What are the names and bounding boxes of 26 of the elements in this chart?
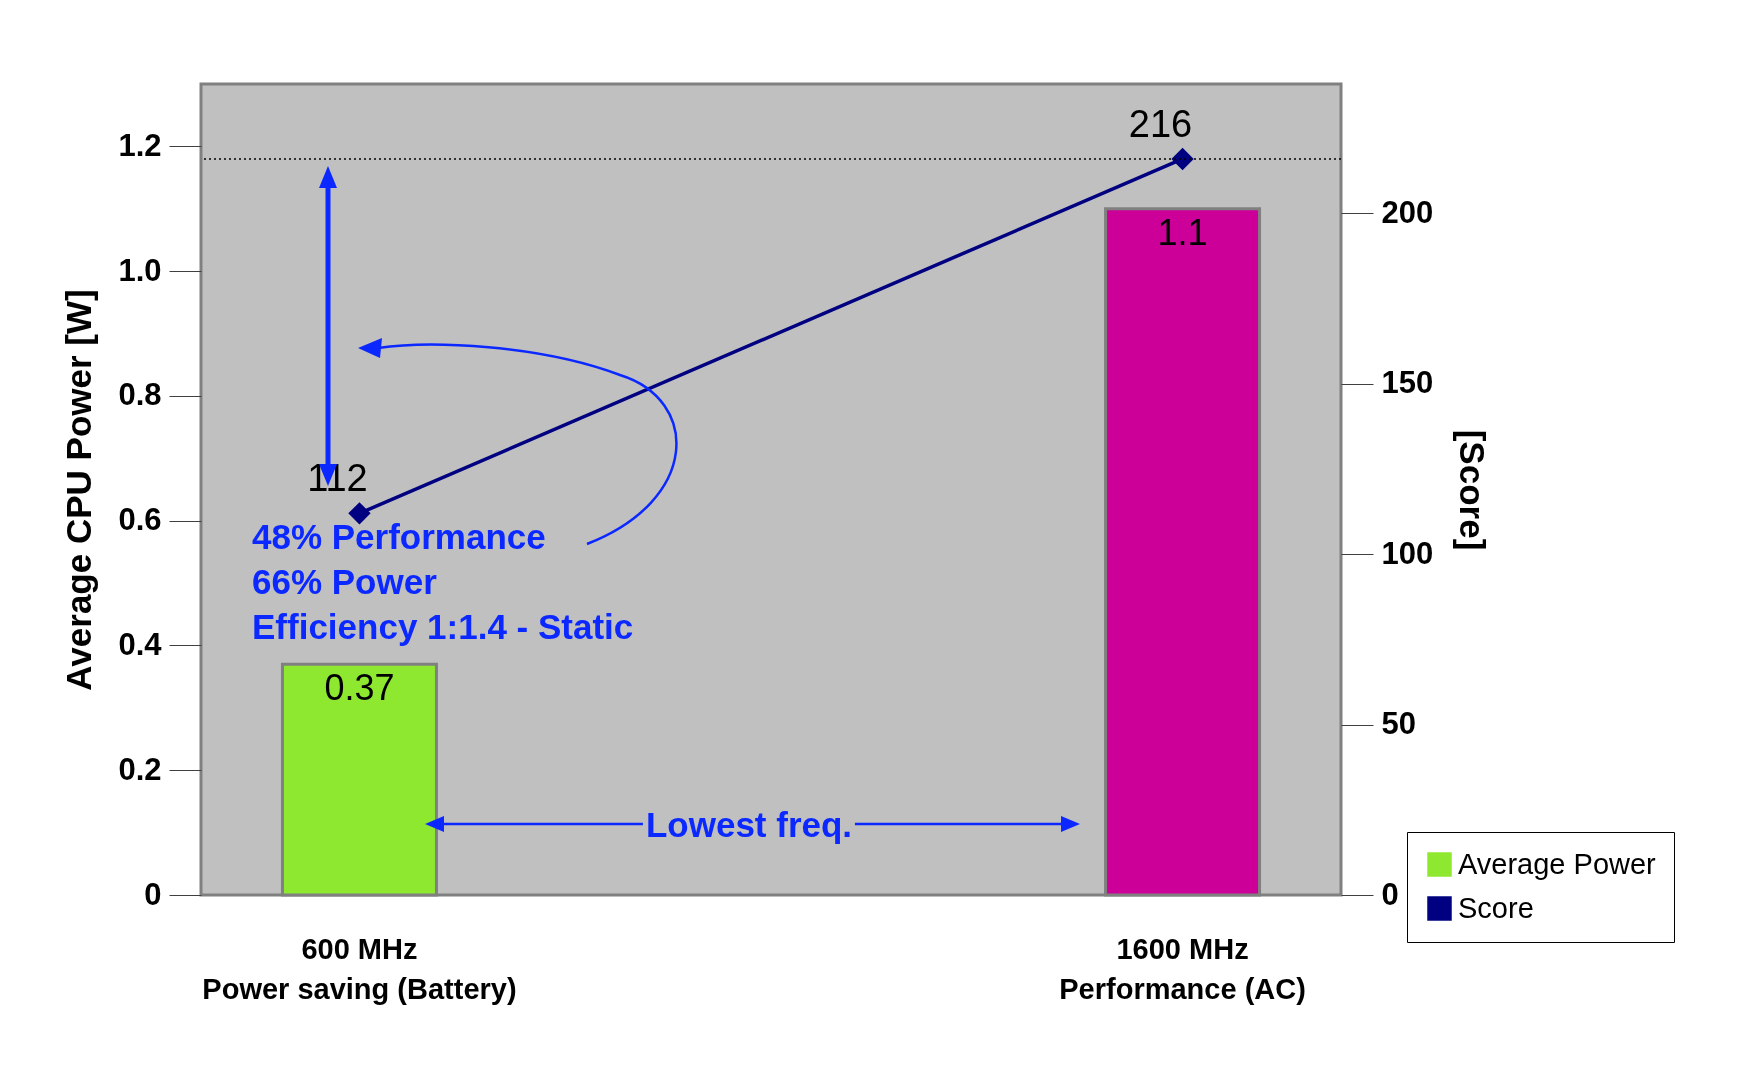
x-tick-label: 1600 MHz Performance (AC) (1059, 932, 1306, 1005)
annotation: 66% Power (252, 562, 437, 601)
annotation: Efficiency 1:1.4 - Static (252, 607, 634, 646)
y-tick-label: 0.2 (118, 751, 162, 787)
data-label: 112 (307, 457, 368, 500)
x-tick-label: 600 MHz Power saving (Battery) (202, 932, 517, 1005)
data-label: 1.1 (1157, 211, 1208, 253)
y2-tick-label: 100 (1381, 535, 1434, 571)
annotation: Lowest freq. (642, 805, 856, 844)
y-tick-label: 1.0 (118, 252, 162, 288)
y2-tick-label: 200 (1381, 194, 1434, 230)
y-tick-label: 0 (144, 876, 162, 912)
y2-tick-label: 50 (1381, 706, 1416, 742)
annotation: 48% Performance (252, 517, 546, 556)
y-tick-label: 0.8 (118, 377, 162, 413)
y2-axis-title: [Score] (1453, 429, 1493, 551)
y2-tick-label: 150 (1381, 365, 1434, 401)
legend-label: Average Power (1458, 847, 1657, 880)
y-tick-label: 0.6 (118, 502, 162, 538)
data-label: 216 (1128, 102, 1193, 145)
y-tick-label: 1.2 (118, 127, 162, 163)
y-axis-title: Average CPU Power [W] (59, 289, 99, 691)
data-label: 0.37 (324, 667, 395, 709)
y-tick-label: 0.4 (118, 626, 163, 662)
y2-tick-label: 0 (1381, 876, 1399, 912)
legend-label: Score (1458, 891, 1534, 924)
